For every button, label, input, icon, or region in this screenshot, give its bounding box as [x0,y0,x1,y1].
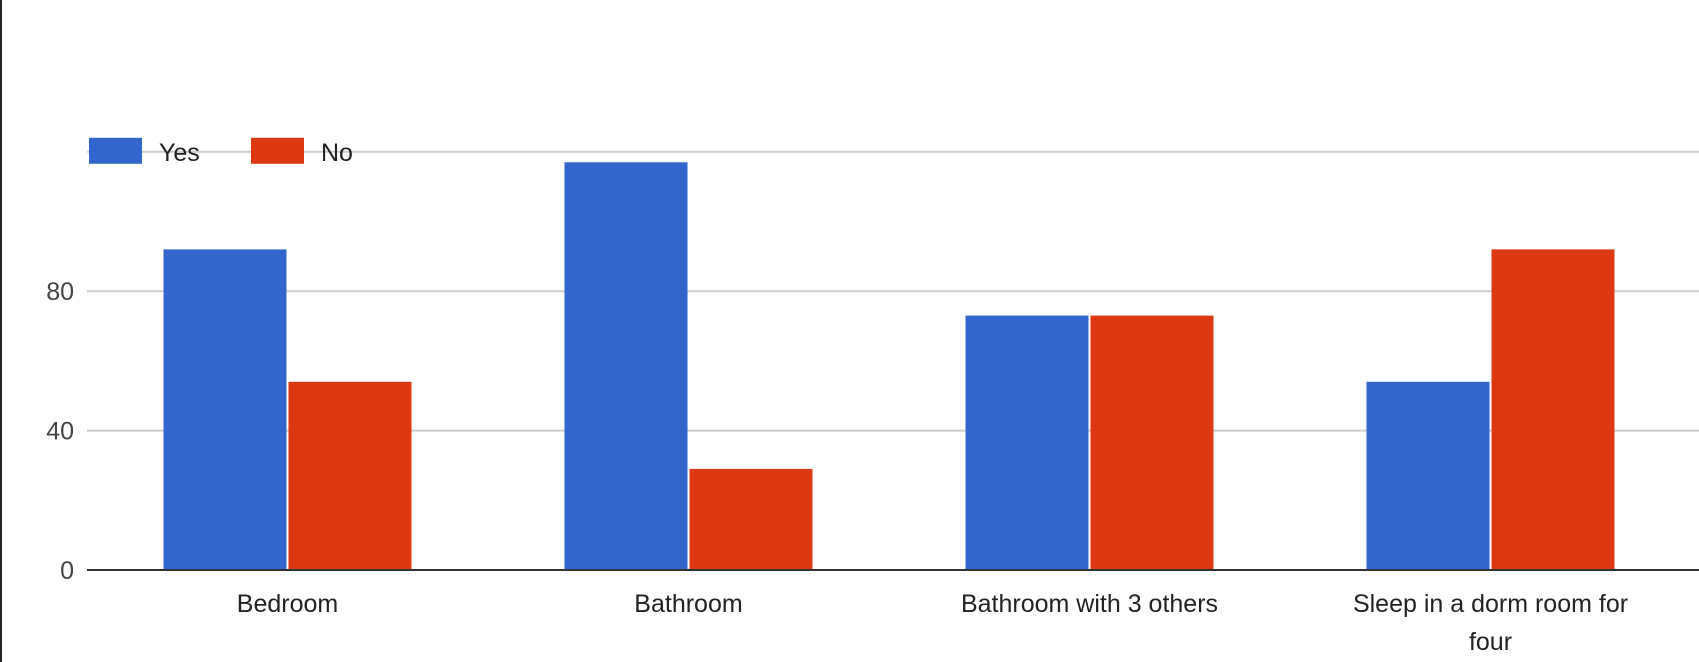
x-category-label: four [1469,628,1512,656]
bar-yes [564,162,688,570]
bar-no [1090,315,1214,570]
bar-yes [163,249,287,570]
x-category-label: Bathroom with 3 others [961,590,1218,618]
bar-no [689,468,813,570]
y-tick-label: 40 [46,418,74,446]
legend-swatch-no [251,137,304,164]
bar-yes [1366,381,1490,570]
axes: 0 40 80 Bedroom Bathroom Bathroom with 3 othe… [46,278,1699,656]
y-tick-label: 80 [46,278,74,306]
legend-swatch-yes [89,137,142,164]
legend-label-no: No [321,139,353,167]
x-category-label: Bedroom [237,590,338,618]
bars [163,162,1615,570]
bar-no [1491,249,1615,570]
x-category-label: Sleep in a dorm room for [1353,590,1628,618]
legend: Yes No [89,137,353,167]
bar-no [288,381,412,570]
legend-label-yes: Yes [159,139,200,167]
x-category-label: Bathroom [634,590,742,618]
y-tick-label: 0 [60,557,74,585]
bar-yes [965,315,1089,570]
